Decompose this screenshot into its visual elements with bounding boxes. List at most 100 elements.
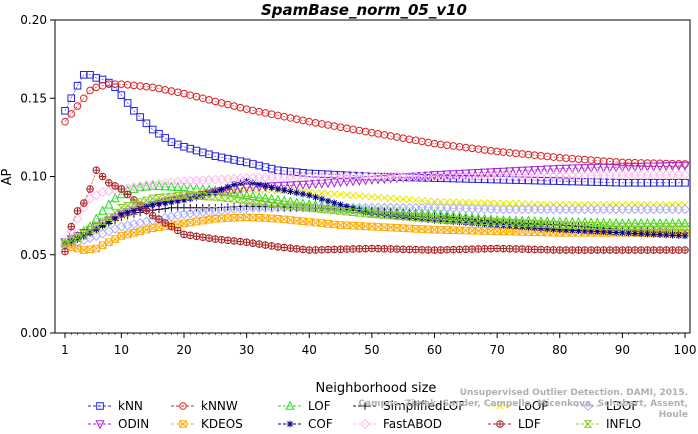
- data-point: [217, 99, 226, 107]
- data-point: [386, 211, 396, 220]
- data-point: [475, 220, 482, 227]
- data-point: [79, 199, 88, 207]
- legend-label: SimplifiedLOF: [383, 399, 465, 413]
- data-point: [324, 197, 332, 205]
- data-point: [462, 198, 470, 206]
- data-point: [310, 204, 321, 213]
- data-point: [549, 246, 558, 254]
- data-point: [73, 81, 82, 90]
- data-point: [117, 232, 126, 240]
- data-point: [124, 208, 131, 216]
- data-point: [318, 189, 326, 197]
- data-point: [399, 195, 407, 203]
- data-point: [374, 244, 382, 253]
- data-point: [479, 168, 490, 178]
- data-point: [223, 194, 233, 202]
- data-point: [123, 99, 132, 107]
- data-point: [543, 246, 552, 254]
- data-point: [105, 179, 113, 187]
- data-point: [680, 222, 690, 231]
- data-point: [111, 235, 119, 243]
- data-point: [91, 221, 101, 230]
- data-point: [105, 218, 113, 226]
- data-point: [537, 225, 545, 232]
- data-point: [412, 215, 420, 222]
- data-point: [443, 246, 451, 254]
- legend-item-COF: COF: [278, 417, 333, 431]
- data-point: [411, 213, 421, 222]
- data-point: [517, 219, 527, 227]
- data-point: [361, 192, 370, 201]
- data-point: [148, 125, 157, 134]
- data-point: [386, 245, 395, 253]
- data-point: [142, 119, 151, 128]
- data-point: [561, 221, 571, 229]
- data-point: [349, 245, 357, 253]
- data-point: [160, 193, 170, 201]
- data-point: [531, 224, 538, 232]
- legend-marker: [179, 420, 187, 428]
- data-point: [468, 219, 476, 227]
- data-point: [192, 192, 202, 200]
- data-point: [78, 202, 89, 213]
- data-point: [548, 220, 558, 229]
- legend-label: LoOP: [518, 399, 549, 413]
- x-tick-label: 20: [176, 343, 191, 357]
- data-point: [355, 192, 363, 200]
- data-point: [273, 200, 283, 208]
- data-point: [317, 246, 326, 254]
- data-point: [530, 219, 540, 228]
- data-point: [374, 223, 382, 231]
- legend-marker: [361, 402, 369, 410]
- data-point: [636, 162, 646, 173]
- data-point: [679, 204, 691, 215]
- data-point: [650, 231, 657, 238]
- data-point: [392, 212, 402, 220]
- data-point: [323, 179, 333, 189]
- data-point: [580, 164, 590, 174]
- data-point: [337, 201, 344, 208]
- data-point: [299, 116, 307, 125]
- data-point: [79, 229, 89, 239]
- data-point: [343, 191, 351, 199]
- data-point: [336, 123, 345, 132]
- series-line: [64, 165, 686, 243]
- data-point: [624, 222, 634, 231]
- data-point: [573, 164, 584, 174]
- data-point: [67, 222, 76, 231]
- series-kNNW: [61, 80, 689, 168]
- data-point: [135, 198, 145, 206]
- legend-marker: [583, 420, 593, 428]
- data-point: [587, 227, 595, 235]
- data-point: [230, 237, 238, 245]
- legend-marker: [496, 402, 504, 410]
- data-point: [293, 189, 301, 197]
- data-point: [524, 245, 533, 253]
- data-point: [669, 232, 676, 239]
- data-point: [324, 245, 332, 254]
- data-point: [324, 121, 332, 129]
- legend-label: INFLO: [606, 417, 641, 431]
- data-point: [630, 162, 640, 173]
- data-point: [524, 200, 533, 208]
- data-point: [192, 232, 201, 241]
- data-point: [642, 162, 653, 172]
- data-point: [161, 134, 170, 142]
- series-INFLO: [60, 191, 690, 248]
- data-point: [579, 204, 590, 215]
- data-point: [85, 193, 96, 204]
- data-point: [606, 246, 614, 254]
- data-point: [575, 227, 582, 234]
- data-point: [393, 133, 401, 141]
- data-point: [130, 106, 138, 115]
- data-point: [630, 222, 640, 231]
- x-tick-label: 30: [239, 343, 254, 357]
- data-point: [317, 205, 327, 213]
- series-line: [64, 185, 685, 243]
- data-point: [179, 182, 189, 192]
- data-point: [267, 242, 276, 250]
- data-point: [611, 222, 621, 231]
- data-point: [586, 164, 596, 174]
- data-point: [141, 196, 151, 205]
- legend-marker: [179, 402, 187, 410]
